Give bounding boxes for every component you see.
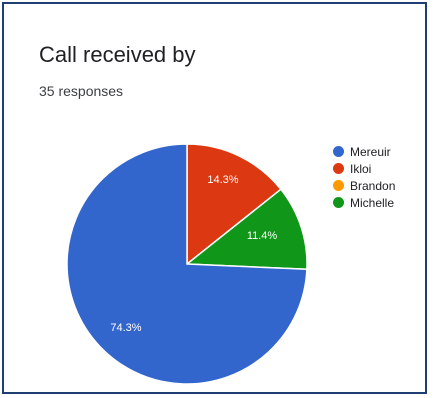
- legend-swatch: [333, 163, 344, 174]
- legend-label: Michelle: [350, 195, 395, 210]
- legend-item-michelle: Michelle: [333, 194, 395, 211]
- chart-legend: Mereuir Ikloi Brandon Michelle: [333, 143, 395, 211]
- legend-swatch: [333, 180, 344, 191]
- slice-label-mereuir: 74.3%: [110, 322, 141, 334]
- legend-swatch: [333, 197, 344, 208]
- slice-label-ikloi: 14.3%: [207, 174, 238, 186]
- legend-item-mereuir: Mereuir: [333, 143, 395, 160]
- pie-slice-michelle: [184, 188, 308, 271]
- legend-label: Ikloi: [350, 161, 372, 176]
- legend-swatch: [333, 146, 344, 157]
- pie-slice-mereuir: [66, 143, 308, 385]
- legend-label: Mereuir: [350, 144, 391, 159]
- legend-item-ikloi: Ikloi: [333, 160, 395, 177]
- pie-slice-ikloi: [186, 143, 282, 266]
- slice-label-michelle: 11.4%: [247, 230, 278, 242]
- chart-title: Call received by: [39, 42, 196, 67]
- legend-label: Brandon: [350, 178, 396, 193]
- response-count: 35 responses: [39, 83, 124, 99]
- legend-item-brandon: Brandon: [333, 177, 395, 194]
